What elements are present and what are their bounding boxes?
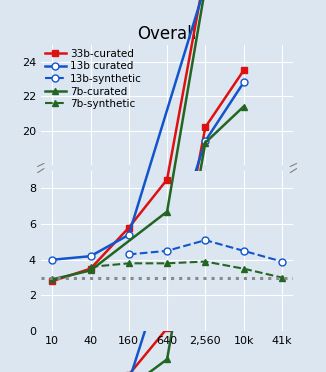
7b-curated	[203, 140, 207, 145]
Line: 13b curated: 13b curated	[49, 79, 247, 372]
33b-curated	[203, 125, 207, 129]
33b-curated	[242, 68, 245, 73]
33b-curated	[165, 326, 169, 331]
Title: Overall: Overall	[137, 25, 197, 43]
7b-curated	[242, 104, 245, 109]
Legend: 33b-curated, 13b curated, 13b-synthetic, 7b-curated, 7b-synthetic: 33b-curated, 13b curated, 13b-synthetic,…	[43, 47, 144, 111]
7b-curated	[165, 357, 169, 362]
13b curated	[242, 80, 245, 85]
Line: 7b-curated: 7b-curated	[49, 103, 247, 372]
13b curated	[203, 139, 207, 143]
Line: 33b-curated: 33b-curated	[49, 67, 247, 372]
